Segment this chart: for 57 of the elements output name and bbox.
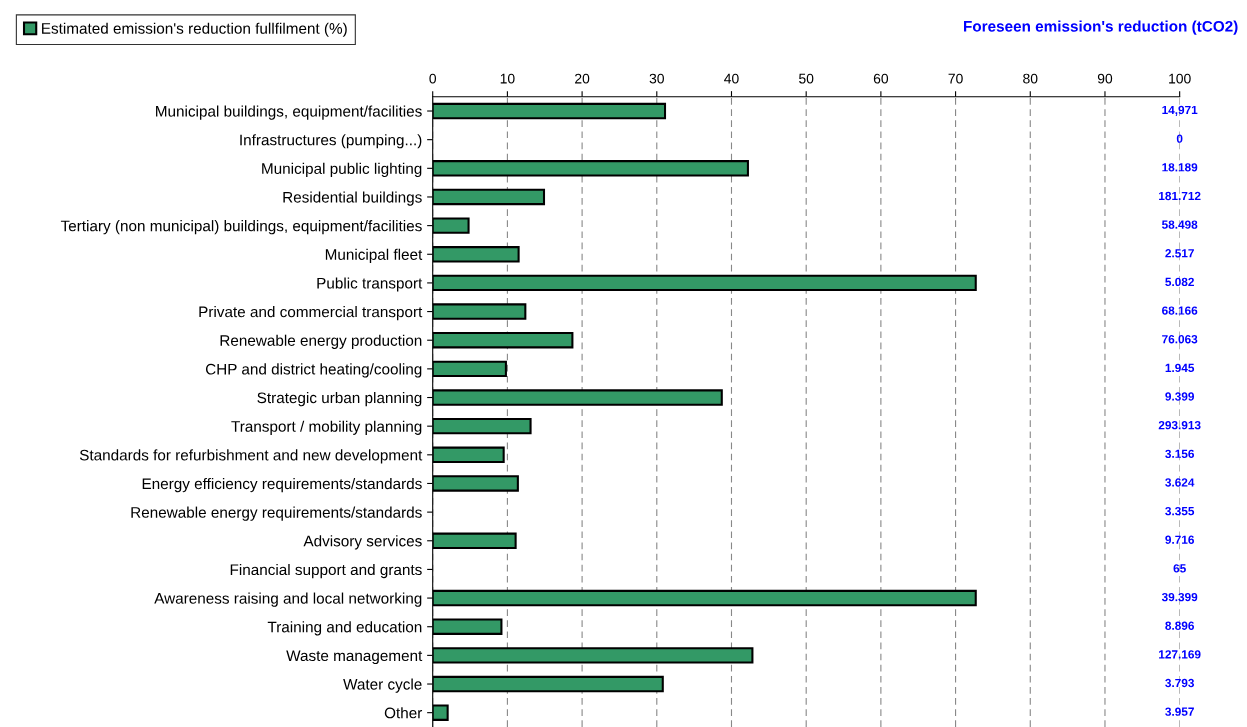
annotation: 2.517 [1165, 249, 1194, 258]
y2-axis-title: Foreseen emission's reduction (tCO2) [964, 20, 1238, 35]
annotation: 18.189 [1162, 163, 1198, 172]
y-tick-label: Municipal public lighting [262, 162, 422, 178]
y-tick-label: Public transport [317, 277, 423, 292]
x-tick-label: 10 [500, 73, 515, 84]
y-tick-label: Other [384, 707, 423, 719]
y-tick-label: Tertiary (non municipal) buildings, equipment/facilities [60, 220, 422, 235]
y-tick-label: Municipal fleet [325, 248, 423, 263]
y-tick-label: Awareness raising and local networking [154, 592, 422, 607]
y-tick-label: Training and education [267, 621, 422, 636]
annotation: 181.712 [1159, 191, 1201, 201]
y-tick-label: Advisory services [303, 535, 422, 550]
y-tick-label: Financial support and grants [230, 563, 422, 579]
annotation: 5.082 [1165, 277, 1194, 287]
annotation: 68.166 [1162, 306, 1198, 315]
annotation: 293.913 [1158, 420, 1201, 430]
y-tick-label: Standards for refurbishment and new development [79, 449, 423, 464]
x-tick-label: 50 [799, 73, 814, 84]
x-tick-label: 80 [1023, 73, 1038, 84]
y-tick-label: Municipal buildings, equipment/facilities [156, 105, 422, 120]
annotation: 3.624 [1165, 478, 1195, 487]
y-tick-label: Water cycle [343, 678, 422, 693]
annotation: 1.945 [1165, 363, 1195, 373]
x-tick-label: 70 [948, 73, 963, 84]
annotation: 58.498 [1161, 220, 1198, 229]
x-tick-label: 60 [873, 73, 889, 84]
x-tick-label: 30 [649, 73, 664, 84]
annotation: 14,971 [1162, 105, 1198, 116]
y-tick-label: Transport / mobility planning [231, 420, 422, 435]
x-tick-label: 20 [575, 73, 590, 84]
annotation: 0 [1176, 134, 1183, 143]
x-tick-label: 0 [429, 73, 437, 84]
y-tick-label: Energy efficiency requirements/standards [142, 477, 422, 493]
y-tick-label: Residential buildings [283, 191, 422, 206]
annotation: 3.156 [1165, 449, 1195, 459]
y-tick-label: Waste management [286, 650, 423, 665]
annotation: 76.063 [1162, 335, 1198, 344]
annotation: 65 [1173, 564, 1186, 573]
legend-label: Estimated emission's reduction fullfilment (%) [42, 22, 347, 37]
annotation: 3.355 [1165, 506, 1195, 516]
x-tick-label: 40 [724, 73, 739, 84]
annotation: 127.169 [1159, 650, 1201, 659]
y-tick-label: Renewable energy production [220, 334, 422, 349]
annotation: 9.716 [1165, 535, 1195, 544]
y-tick-label: Strategic urban planning [257, 391, 422, 407]
annotation: 3.957 [1165, 707, 1194, 716]
y-tick-label: Private and commercial transport [199, 306, 423, 321]
y-tick-label: Infrastructures (pumping...) [240, 134, 422, 149]
annotation: 39.399 [1161, 592, 1198, 602]
annotation: 3.793 [1165, 678, 1195, 688]
annotation: 8.896 [1165, 621, 1195, 630]
x-tick-label: 90 [1097, 73, 1113, 84]
x-tick-label: 100 [1169, 73, 1191, 84]
annotation: 9.399 [1165, 392, 1194, 401]
y-tick-label: Renewable energy requirements/standards [131, 506, 422, 521]
y-tick-label: CHP and district heating/cooling [205, 363, 422, 378]
